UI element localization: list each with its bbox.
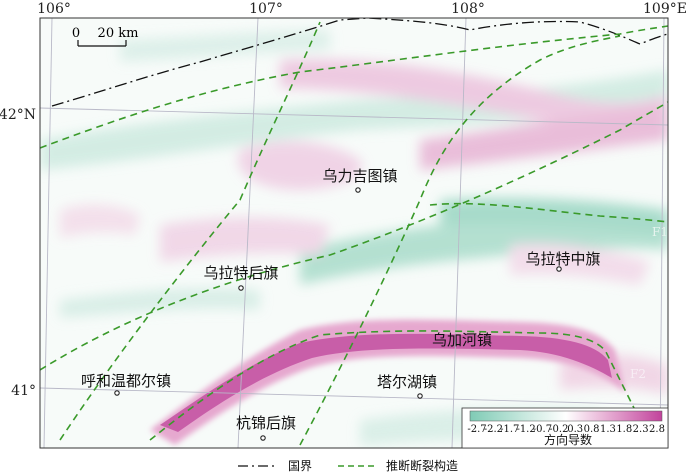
colorbar-tick-label: 0.8	[584, 424, 600, 435]
lon-label-106: 106°	[37, 1, 71, 17]
fault-tag-f2: F2	[630, 367, 646, 381]
place-label-hangjin-houqi: 杭锦后旗	[236, 414, 296, 432]
place-label-huhewenduer: 呼和温都尔镇	[81, 372, 171, 390]
lat-label-42: 42°N	[0, 107, 36, 123]
colorbar-tick-label: 0.3	[567, 424, 583, 435]
scale-zero-label: 0	[72, 26, 80, 41]
colorbar-tick-label: 2.8	[649, 424, 665, 435]
colorbar-ticks: -2.7-2.2-1.7-1.2-0.7-0.20.3 0.8 1.3 1.8 2.3 2…	[467, 424, 665, 435]
lat-label-41: 41°	[11, 383, 36, 399]
town-marker-wulate-houqi	[238, 285, 244, 291]
lon-label-107: 107°	[249, 1, 283, 17]
colorbar-tick-label: -2.7	[467, 424, 486, 435]
colorbar-tick-label: 2.3	[633, 424, 649, 435]
anomaly-field	[40, 18, 668, 448]
colorbar-tick-label: -0.2	[549, 424, 568, 435]
fault-tags: F1 F2	[630, 225, 668, 381]
place-labels: 乌力吉图镇 乌拉特后旗 乌拉特中旗 乌加河镇 呼和温都尔镇 塔尔湖镇 杭锦后旗	[81, 167, 601, 441]
colorbar-tick-label: -0.7	[533, 424, 552, 435]
colorbar-gradient	[469, 410, 663, 422]
national-border-line	[51, 18, 668, 107]
legend-border-label: 国界	[288, 459, 312, 473]
place-label-wulate-zhongqi: 乌拉特中旗	[525, 250, 600, 268]
colorbar-title: 方向导数	[544, 432, 592, 447]
town-marker-wulate-zhongqi	[556, 266, 562, 272]
lon-label-108: 108°	[451, 1, 485, 17]
lon-label-109: 109°E	[643, 1, 687, 17]
colorbar: -2.7-2.2-1.7-1.2-0.7-0.20.3 0.8 1.3 1.8 2.3 2…	[461, 407, 669, 449]
fault-tag-f1: F1	[652, 225, 668, 239]
bottom-legend: 国界 推断断裂构造	[238, 458, 458, 473]
legend-fault-label: 推断断裂构造	[386, 458, 458, 473]
inferred-faults	[40, 21, 668, 446]
scale-bar: 0 20 km	[72, 26, 139, 47]
latitude-labels: 42°N 41°	[0, 107, 36, 399]
town-marker-huhewenduer	[114, 390, 120, 396]
place-label-wujiahe: 乌加河镇	[432, 331, 492, 349]
colorbar-tick-label: -1.2	[516, 424, 535, 435]
colorbar-tick-label: 1.8	[616, 424, 632, 435]
scale-distance-label: 20 km	[98, 26, 139, 41]
town-marker-hangjin-houqi	[260, 435, 266, 441]
colorbar-tick-label: -1.7	[500, 424, 519, 435]
town-marker-taerhu	[417, 393, 423, 399]
longitude-labels: 106° 107° 108° 109°E	[37, 1, 687, 17]
place-label-wulijitu: 乌力吉图镇	[322, 167, 397, 185]
strong-anomaly-belt	[150, 319, 625, 445]
colorbar-tick-label: 1.3	[600, 424, 616, 435]
colorbar-tick-label: -2.2	[484, 424, 503, 435]
map-frame	[39, 17, 669, 449]
town-marker-wulijitu	[355, 187, 361, 193]
place-label-wulate-houqi: 乌拉特后旗	[203, 264, 278, 282]
place-label-taerhu: 塔尔湖镇	[377, 373, 437, 391]
